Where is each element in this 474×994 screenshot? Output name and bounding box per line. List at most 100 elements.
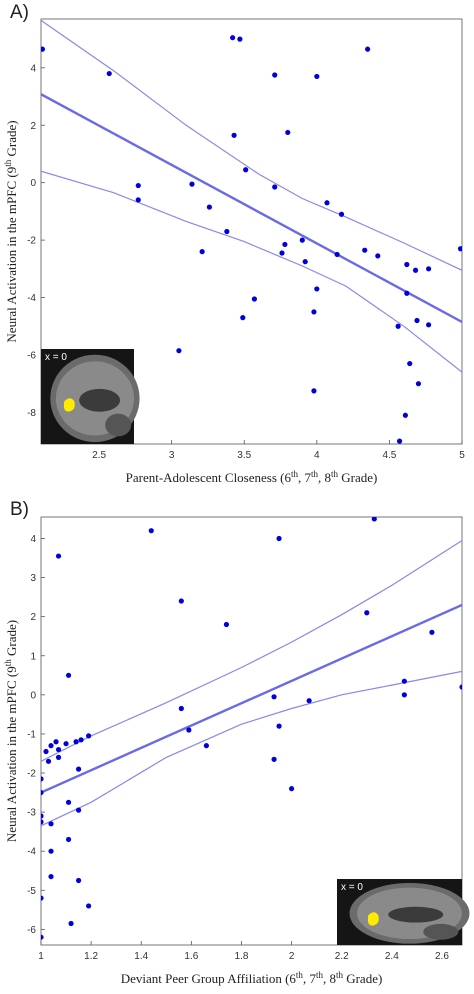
b-data-point-34 <box>271 694 277 700</box>
b-data-point-7 <box>45 758 52 764</box>
b-data-point-10 <box>48 848 54 854</box>
b-x-tick-label-0: 1 <box>38 951 44 962</box>
a-data-point-24 <box>314 73 320 80</box>
b-data-point-40 <box>364 610 370 616</box>
a-data-point-23 <box>311 388 317 394</box>
b-data-point-17 <box>65 799 72 805</box>
b-data-point-19 <box>65 672 72 678</box>
a-ci-upper-curve <box>41 19 462 271</box>
a-data-point-21 <box>302 259 308 265</box>
b-data-point-2 <box>41 813 44 819</box>
a-data-point-40 <box>415 381 422 387</box>
b-data-point-43 <box>401 692 407 698</box>
b-x-tick-label-5: 2 <box>289 951 295 962</box>
b-x-tick-label-1: 1.2 <box>84 951 98 962</box>
a-data-point-7 <box>206 204 212 210</box>
b-data-point-42 <box>401 678 407 684</box>
b-mpfc-highlight <box>367 912 379 926</box>
a-x-tick-label-2: 3.5 <box>237 450 251 461</box>
a-y-tick-label-2: 0 <box>30 178 36 189</box>
b-data-point-1 <box>41 789 44 796</box>
a-data-point-12 <box>240 315 246 321</box>
b-data-point-20 <box>68 920 74 927</box>
a-data-point-0 <box>41 46 46 52</box>
b-data-point-18 <box>65 836 72 843</box>
a-y-tick-label-1: 2 <box>30 121 36 132</box>
b-y-tick-label-4: 0 <box>30 690 36 701</box>
b-data-point-15 <box>55 553 62 559</box>
a-ci-lower-curve <box>41 170 462 373</box>
a-data-point-16 <box>272 72 278 78</box>
a-data-point-9 <box>230 35 236 41</box>
a-data-point-29 <box>362 247 368 253</box>
a-data-point-11 <box>237 36 243 42</box>
b-data-point-35 <box>271 756 277 762</box>
b-data-point-14 <box>55 754 62 760</box>
a-data-point-35 <box>404 261 410 268</box>
a-data-point-37 <box>407 360 413 367</box>
b-data-point-27 <box>86 903 92 909</box>
a-data-point-26 <box>324 200 330 206</box>
a-data-point-4 <box>176 348 182 354</box>
a-data-point-15 <box>272 184 278 190</box>
b-x-tick-label-2: 1.4 <box>134 951 148 962</box>
panel-b: B) 1 1.2 1.4 1.6 1.8 2 2.2 2.4 2.6 4 3 2 1 0 -1 -2 -3 -4 -… <box>0 497 474 994</box>
b-y-tick-label-5: -1 <box>27 729 36 740</box>
a-x-tick-label-0: 2.5 <box>92 450 106 461</box>
b-data-point-44 <box>429 629 435 635</box>
b-corpus-callosum <box>388 906 444 923</box>
a-data-point-5 <box>189 181 195 187</box>
b-data-point-28 <box>148 528 154 534</box>
b-y-tick-label-0: 4 <box>30 534 36 545</box>
b-x-tick-label-7: 2.4 <box>385 951 399 962</box>
b-x-tick-label-3: 1.6 <box>184 951 198 962</box>
a-mpfc-highlight <box>63 398 75 412</box>
b-data-point-6 <box>43 748 49 755</box>
a-data-point-20 <box>299 237 305 243</box>
b-y-tick-label-3: 1 <box>30 651 36 662</box>
b-x-tick-label-8: 2.6 <box>435 951 449 962</box>
b-data-point-9 <box>48 821 54 827</box>
b-data-point-12 <box>53 739 59 745</box>
b-data-point-11 <box>48 873 54 880</box>
panel-b-label: B) <box>10 499 29 520</box>
b-data-point-32 <box>203 743 209 749</box>
a-data-point-42 <box>426 322 432 328</box>
b-data-point-5 <box>41 934 44 940</box>
b-plot-area <box>41 517 462 940</box>
b-data-point-33 <box>223 621 230 628</box>
b-ci-upper-curve <box>41 539 462 762</box>
a-data-point-14 <box>251 296 258 302</box>
b-data-point-21 <box>73 739 79 745</box>
b-data-point-3 <box>41 819 44 825</box>
b-data-point-39 <box>306 698 312 704</box>
a-data-point-39 <box>414 317 420 324</box>
a-data-point-3 <box>135 197 141 203</box>
b-data-point-4 <box>41 895 44 901</box>
b-ci-lower-curve <box>41 670 462 827</box>
a-data-point-13 <box>243 167 249 173</box>
a-y-axis-title: Neural Activation in the mPFC (9th Grade… <box>3 120 19 342</box>
b-y-tick-label-8: -4 <box>27 847 36 858</box>
b-y-axis-title: Neural Activation in the mPFC (9th Grade… <box>3 620 19 842</box>
a-y-tick-label-3: -2 <box>27 236 36 247</box>
a-x-axis-title: Parent-Adolescent Closeness (6th, 7th, 8… <box>126 469 378 485</box>
b-y-tick-label-10: -6 <box>27 925 36 936</box>
a-x-tick-label-4: 4.5 <box>382 450 396 461</box>
a-data-point-22 <box>311 309 317 315</box>
a-data-point-17 <box>279 250 285 256</box>
a-y-tick-label-6: -8 <box>27 408 36 419</box>
b-data-point-26 <box>86 733 92 739</box>
b-plot-frame <box>40 516 463 946</box>
a-data-point-27 <box>334 251 340 258</box>
a-y-tick-label-4: -4 <box>27 293 36 304</box>
b-y-tick-label-1: 3 <box>30 573 36 584</box>
b-data-point-23 <box>75 807 82 813</box>
b-data-point-36 <box>276 723 282 729</box>
b-data-point-13 <box>55 746 62 753</box>
a-corpus-callosum <box>79 388 121 412</box>
a-data-point-34 <box>402 412 408 418</box>
b-y-tick-label-9: -5 <box>27 886 36 897</box>
a-y-tick-label-5: -6 <box>27 350 36 361</box>
a-data-point-2 <box>135 182 141 189</box>
